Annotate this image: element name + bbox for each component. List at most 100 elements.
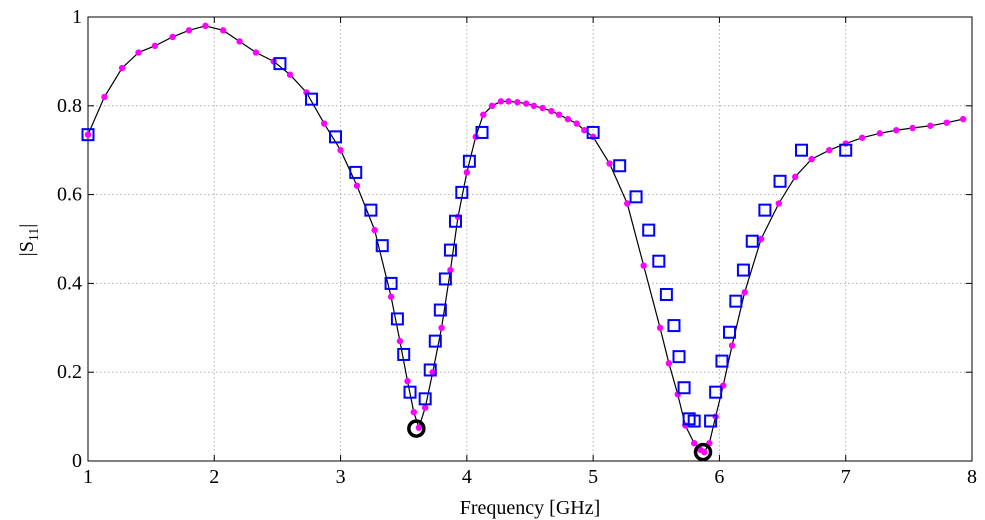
series-square-marker <box>428 334 442 348</box>
series-dot-marker <box>539 104 546 112</box>
x-tick-label: 4 <box>462 466 472 488</box>
series-dot-marker <box>665 360 673 367</box>
series-square-marker <box>629 190 643 204</box>
series-dot-marker <box>589 133 597 141</box>
series-square-marker <box>773 174 787 188</box>
series-dot-marker <box>480 111 487 118</box>
series-dot-marker <box>252 49 260 56</box>
series-square-marker <box>652 254 666 268</box>
series-square-marker <box>305 92 319 106</box>
series-dot-marker <box>943 119 950 126</box>
series-dot-marker <box>909 124 916 132</box>
series-square-marker <box>613 159 627 173</box>
minimum-circle-marker <box>693 442 713 462</box>
grid-lines <box>88 17 972 461</box>
series-square-marker <box>677 381 691 395</box>
y-tick-label: 0 <box>72 450 82 472</box>
series-dot-marker <box>236 38 243 45</box>
series-dot-marker <box>410 408 418 416</box>
series-dot-marker <box>497 98 505 105</box>
series-square-marker <box>438 272 452 286</box>
series-dot-marker <box>371 226 378 234</box>
series-dot-marker <box>219 27 227 34</box>
series-dot-marker <box>656 324 664 331</box>
series-dot-marker <box>404 377 411 385</box>
y-tick-label: 0.6 <box>57 184 82 206</box>
series-square-marker <box>586 125 600 139</box>
x-tick-label: 7 <box>841 466 851 488</box>
series-dot-marker <box>118 64 126 72</box>
series-dot-marker <box>447 266 454 274</box>
series-square-marker <box>709 385 723 399</box>
series-dot-marker <box>530 102 537 110</box>
series-dot-marker <box>337 147 344 154</box>
series-square-marker <box>462 154 476 168</box>
series-dot-marker <box>606 160 613 167</box>
series-square-marker <box>475 125 489 139</box>
series-square-marker <box>349 165 363 179</box>
x-axis-label: Frequency [GHz] <box>460 497 601 519</box>
series-square-marker <box>81 128 95 142</box>
x-tick-label: 1 <box>83 466 93 488</box>
series <box>81 22 967 462</box>
y-axis-label-main: |S <box>16 241 38 256</box>
series-square-marker <box>723 325 737 339</box>
series-square-marker <box>448 214 462 228</box>
series-dot-marker <box>690 440 698 447</box>
series-square-marker <box>418 392 432 406</box>
series-square-marker <box>672 350 686 364</box>
series-dot-marker <box>573 120 580 127</box>
axes: 1 2 3 4 5 6 7 8 0 0.2 0.4 0.6 0.8 1 <box>57 6 977 488</box>
series-dot-marker <box>858 134 866 141</box>
series-dot-marker <box>876 130 884 137</box>
minimum-circle-marker <box>407 419 426 438</box>
series-dot-marker <box>84 131 92 138</box>
series-square-marker <box>839 143 853 157</box>
y-axis-label: |S11| <box>16 224 42 257</box>
series-dot-marker <box>792 173 799 181</box>
series-dot-marker <box>286 71 294 78</box>
series-dot-marker <box>514 99 521 106</box>
series-dot-marker <box>808 155 815 163</box>
series-square-marker <box>704 414 718 428</box>
x-tick-label: 6 <box>714 466 724 488</box>
series-square-marker <box>375 239 389 253</box>
series-square-marker <box>423 363 437 377</box>
series-square-marker <box>667 319 681 333</box>
series-dot-marker <box>151 42 159 50</box>
series-square-marker <box>715 354 729 368</box>
series-square-marker <box>687 414 701 428</box>
series-dot-marker <box>202 22 209 30</box>
series-dot-marker <box>701 448 708 456</box>
series-dot-marker <box>624 200 631 207</box>
series-square-marker <box>795 143 809 157</box>
series-square-marker <box>364 203 378 217</box>
series-square-marker <box>443 243 457 257</box>
series-line-s11 <box>87 25 964 453</box>
x-tick-label: 2 <box>209 466 219 488</box>
series-square-marker <box>745 234 759 248</box>
series-square-marker <box>455 185 469 199</box>
series-dot-marker <box>438 324 445 331</box>
x-tick-label: 5 <box>588 466 598 488</box>
y-axis-label-end: | <box>16 224 38 228</box>
y-tick-label: 0.4 <box>57 272 82 294</box>
series-dot-marker <box>842 140 849 147</box>
series-dot-marker <box>927 122 934 129</box>
series-dot-marker <box>564 115 572 123</box>
series-square-marker <box>397 347 411 361</box>
series-dot-marker <box>741 289 748 296</box>
series-square-marker <box>736 263 750 277</box>
series-dot-marker <box>415 424 423 431</box>
series-dot-marker <box>387 293 395 300</box>
series-dot-marker <box>135 49 142 56</box>
series-dot-marker <box>488 102 496 110</box>
series-square-marker <box>329 130 343 144</box>
series-dot-marker <box>555 111 563 118</box>
y-tick-label: 0.8 <box>57 95 82 117</box>
series-square-marker <box>384 276 398 290</box>
y-tick-label: 1 <box>72 6 82 28</box>
series-dot-marker <box>959 115 967 123</box>
series-dot-marker <box>523 100 530 107</box>
